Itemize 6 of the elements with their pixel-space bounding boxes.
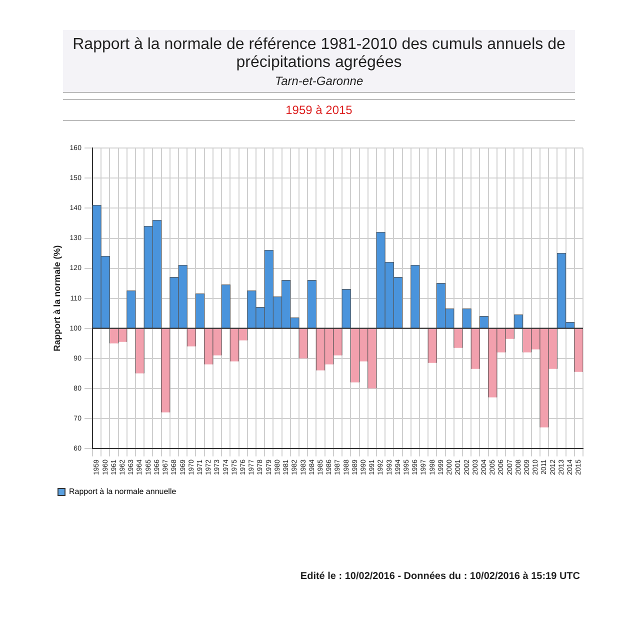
chart-subtitle: Tarn-et-Garonne xyxy=(274,74,364,88)
chart-title: Rapport à la normale de référence 1981-2010 des cumuls annuels de précipitations agrégées xyxy=(72,36,566,72)
legend-label: Rapport à la normale annuelle xyxy=(69,487,177,496)
y-axis-title: Rapport à la normale (%) xyxy=(52,245,62,352)
text: Edité le : 10/02/2016 - Données du : 10/02/2016 à 15:19 UTC xyxy=(299,571,581,582)
text: 1959 à 2015 xyxy=(63,99,575,121)
